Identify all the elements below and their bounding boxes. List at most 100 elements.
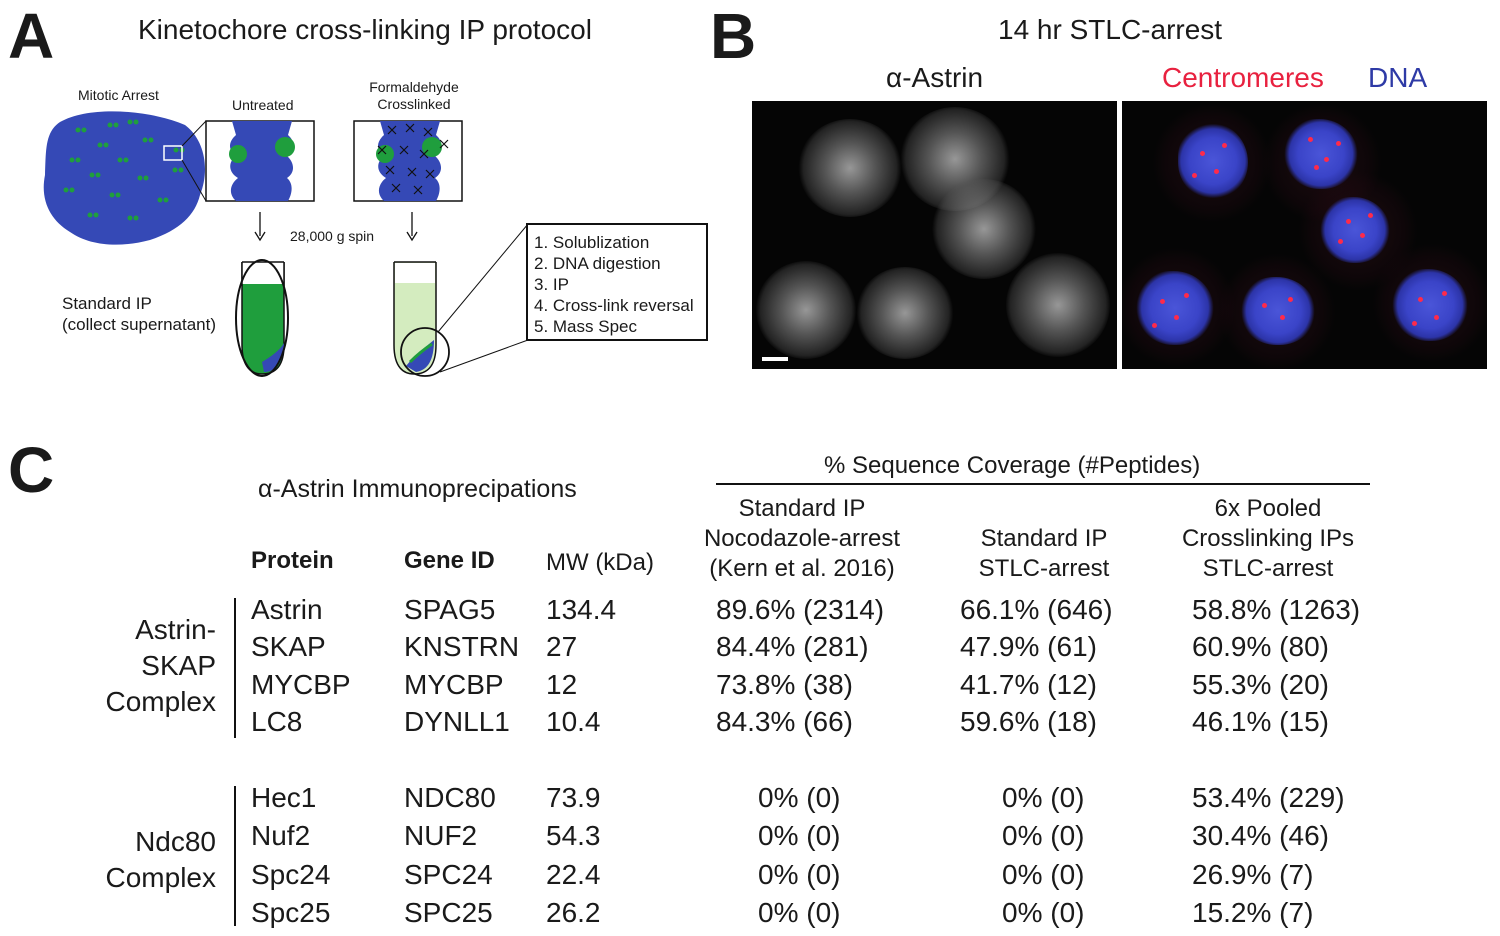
c1-line: (Kern et al. 2016): [709, 555, 895, 582]
group-label-line: Complex: [105, 862, 216, 893]
centromeres-label: Centromeres: [1162, 62, 1324, 93]
mitotic-cell: [43, 111, 205, 245]
cell-c3: 58.8% (1263): [1192, 594, 1361, 625]
cell-protein: Spc25: [251, 897, 331, 928]
cell-c3: 53.4% (229): [1192, 782, 1345, 813]
astrin-micrograph: [752, 101, 1117, 369]
cell-mw: 22.4: [546, 859, 601, 890]
cell-c2: 0% (0): [1002, 820, 1085, 851]
panel-c-title: α-Astrin Immunoprecipations: [258, 475, 577, 503]
formaldehyde-label: Formaldehyde Crosslinked: [356, 80, 472, 111]
cell-c3: 46.1% (15): [1192, 706, 1329, 737]
crosslink-marks: [377, 123, 449, 195]
cell-c1: 84.4% (281): [716, 631, 869, 662]
cell-c2: 66.1% (646): [960, 594, 1113, 625]
cell-protein: Hec1: [251, 782, 317, 813]
cell-c1: 0% (0): [758, 859, 841, 890]
cell-mw: 27: [546, 631, 578, 662]
standard-ip-line1: Standard IP: [62, 294, 152, 313]
col-header-c1: Standard IP Nocodazole-arrest (Kern et a…: [690, 494, 914, 584]
cell-c3: 26.9% (7): [1192, 859, 1314, 890]
panel-a-letter: A: [8, 0, 55, 72]
cell-gene: NDC80: [404, 782, 496, 813]
step-item: 3. IP: [534, 275, 569, 294]
coverage-header-rule: [716, 483, 1370, 485]
group-label-ndc80: Ndc80 Complex: [96, 824, 216, 896]
cell-gene: MYCBP: [404, 669, 504, 700]
cell-c2: 0% (0): [1002, 782, 1085, 813]
cell-protein: Spc24: [251, 859, 331, 890]
cell-mw: 73.9: [546, 782, 601, 813]
astrin-label: α-Astrin: [886, 62, 984, 93]
group-bracket: [234, 598, 236, 738]
cell-c2: 59.6% (18): [960, 706, 1097, 737]
cell-mw: 54.3: [546, 820, 601, 851]
c2-line: Standard IP: [980, 525, 1108, 552]
cell-c3: 30.4% (46): [1192, 820, 1329, 851]
cell-c3: 15.2% (7): [1192, 897, 1314, 928]
group-label-astrin-skap: Astrin- SKAP Complex: [96, 612, 216, 720]
cell-c1: 0% (0): [758, 820, 841, 851]
coverage-header: % Sequence Coverage (#Peptides): [824, 452, 1201, 479]
cell-c3: 55.3% (20): [1192, 669, 1329, 700]
cell-protein: Nuf2: [251, 820, 311, 851]
step-item: 4. Cross-link reversal: [534, 296, 694, 315]
step-item: 2. DNA digestion: [534, 254, 661, 273]
protocol-schematic: [43, 111, 708, 377]
c3-line: 6x Pooled: [1214, 495, 1322, 522]
panel-b-title: 14 hr STLC-arrest: [998, 14, 1223, 45]
cell-gene: NUF2: [404, 820, 478, 851]
untreated-label: Untreated: [232, 97, 294, 113]
formaldehyde-line1: Formaldehyde: [369, 79, 459, 95]
step-item: 5. Mass Spec: [534, 317, 637, 336]
cell-mw: 134.4: [546, 594, 617, 625]
cell-c3: 60.9% (80): [1192, 631, 1329, 662]
cell-c2: 0% (0): [1002, 859, 1085, 890]
cell-protein: Astrin: [251, 594, 323, 625]
cell-c1: 0% (0): [758, 782, 841, 813]
cell-protein: LC8: [251, 706, 303, 737]
cell-c2: 0% (0): [1002, 897, 1085, 928]
mitotic-arrest-label: Mitotic Arrest: [78, 87, 159, 103]
dna-label: DNA: [1368, 62, 1428, 93]
c1-line: Nocodazole-arrest: [703, 525, 901, 552]
cell-c1: 89.6% (2314): [716, 594, 885, 625]
cell-protein: MYCBP: [251, 669, 351, 700]
col-header-gene: Gene ID: [404, 547, 495, 574]
cell-gene: KNSTRN: [404, 631, 520, 662]
group-label-line: Ndc80: [135, 826, 216, 857]
cell-gene: SPC24: [404, 859, 493, 890]
cell-mw: 10.4: [546, 706, 601, 737]
cell-gene: SPAG5: [404, 594, 496, 625]
group-label-line: SKAP: [141, 650, 216, 681]
cell-c1: 84.3% (66): [716, 706, 853, 737]
kinetochore-dots: [63, 119, 185, 221]
standard-ip-line2: (collect supernatant): [62, 315, 217, 334]
cell-protein: SKAP: [251, 631, 326, 662]
c2-line: STLC-arrest: [978, 555, 1110, 582]
c3-line: STLC-arrest: [1202, 555, 1334, 582]
c1-line: Standard IP: [738, 495, 866, 522]
col-header-mw: MW (kDa): [546, 549, 654, 576]
col-header-c3: 6x Pooled Crosslinking IPs STLC-arrest: [1166, 494, 1370, 584]
c3-line: Crosslinking IPs: [1181, 525, 1355, 552]
panel-b-letter: B: [710, 0, 757, 72]
group-bracket: [234, 786, 236, 926]
cell-c2: 47.9% (61): [960, 631, 1097, 662]
cell-gene: SPC25: [404, 897, 493, 928]
cell-mw: 26.2: [546, 897, 601, 928]
cell-gene: DYNLL1: [404, 706, 510, 737]
group-label-line: Complex: [105, 686, 216, 717]
standard-ip-label: Standard IP (collect supernatant): [62, 295, 216, 333]
cell-c1: 0% (0): [758, 897, 841, 928]
group-label-line: Astrin-: [135, 614, 216, 645]
cell-c1: 73.8% (38): [716, 669, 853, 700]
cell-mw: 12: [546, 669, 578, 700]
panel-c-letter: C: [8, 434, 55, 506]
col-header-c2: Standard IP STLC-arrest: [944, 524, 1144, 584]
col-header-protein: Protein: [251, 547, 334, 574]
centromere-dna-micrograph: [1122, 101, 1487, 369]
cell-c2: 41.7% (12): [960, 669, 1097, 700]
formaldehyde-line2: Crosslinked: [377, 96, 451, 112]
panel-a-title: Kinetochore cross-linking IP protocol: [138, 14, 592, 45]
